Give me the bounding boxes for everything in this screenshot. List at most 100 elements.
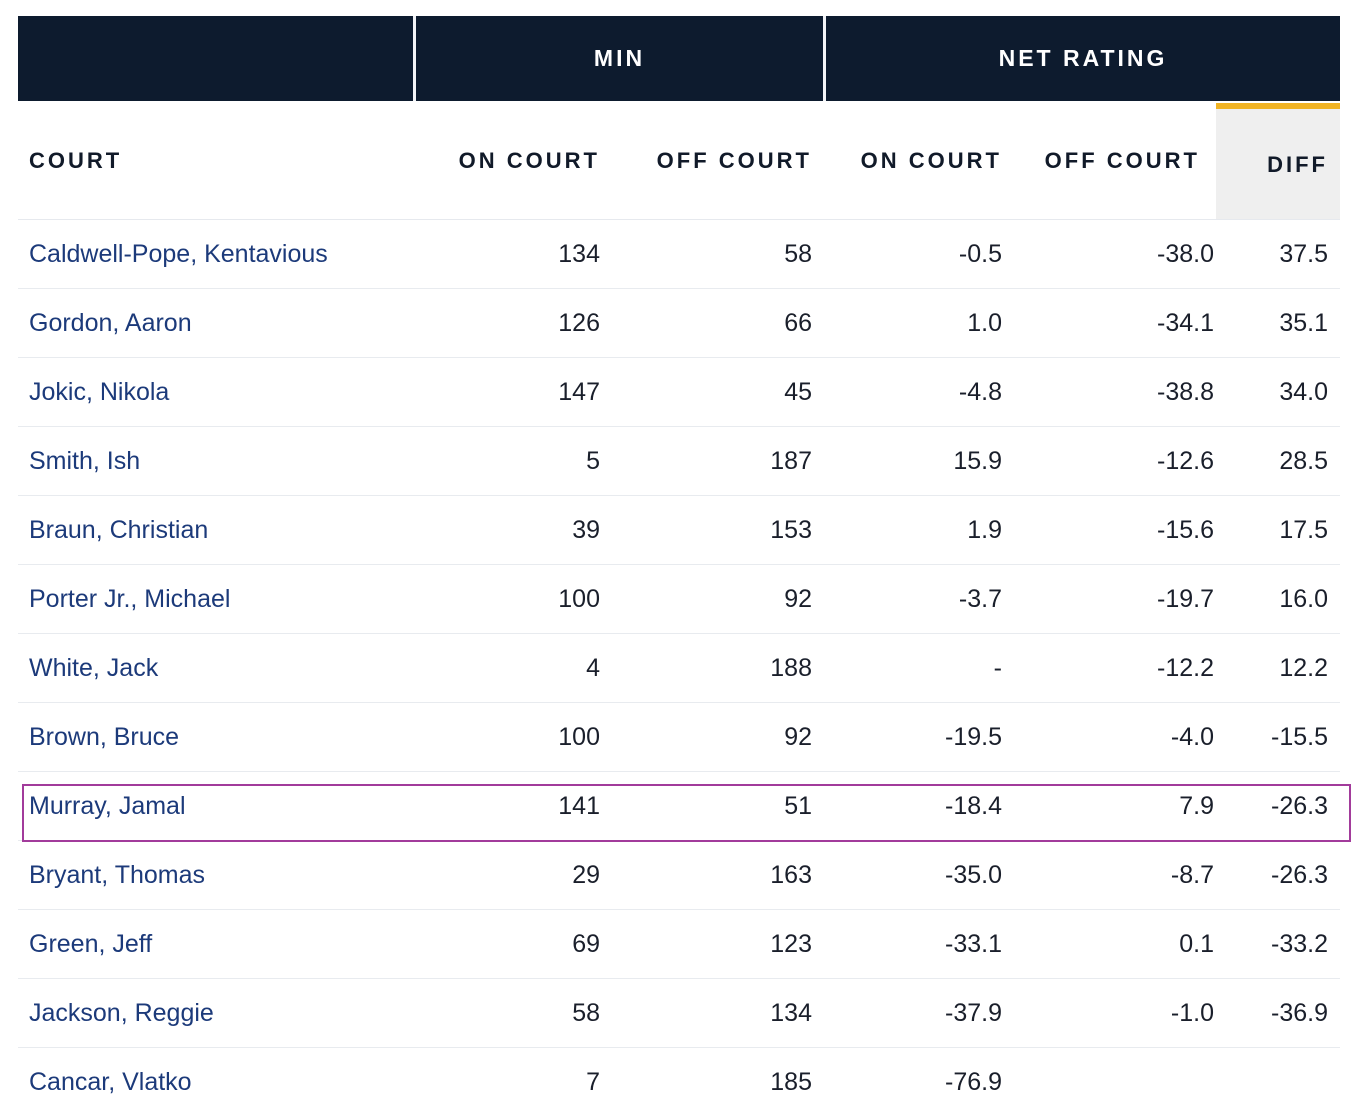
table-row: Smith, Ish 5 187 15.9 -12.6 28.5 [18,427,1340,496]
off-court-net-cell: -1.0 [1170,998,1214,1027]
table-row-highlighted: Murray, Jamal 141 51 -18.4 7.9 -26.3 [18,772,1351,842]
player-name-link[interactable]: Braun, Christian [29,515,209,544]
diff-value-cell: 12.2 [1279,653,1328,682]
off-court-min-cell: 185 [770,1067,812,1096]
column-header-court[interactable]: COURT [29,148,123,173]
player-name-link[interactable]: Cancar, Vlatko [29,1067,192,1096]
on-court-net-cell: -76.9 [945,1067,1002,1096]
off-court-min-cell: 163 [770,860,812,889]
off-court-net-cell: -8.7 [1170,860,1214,889]
off-court-min-cell: 123 [770,929,812,958]
on-court-min-cell: 100 [558,722,600,751]
group-header-net-rating: NET RATING [998,45,1168,71]
off-court-min-cell: 45 [784,377,812,406]
on-court-net-cell: -0.5 [958,239,1002,268]
on-court-net-cell: 15.9 [953,446,1002,475]
off-court-min-cell: 92 [784,584,812,613]
table-row: Caldwell-Pope, Kentavious 134 58 -0.5 -38.0 3… [18,220,1340,289]
off-court-net-cell: -19.7 [1157,584,1214,613]
player-name-link[interactable]: Smith, Ish [29,446,141,475]
off-court-net-cell: -38.0 [1157,239,1214,268]
diff-value-cell: 16.0 [1279,584,1328,613]
table-body: Caldwell-Pope, Kentavious 134 58 -0.5 -38.0 3… [18,220,1351,1116]
on-court-net-cell: -19.5 [945,722,1002,751]
on-court-min-cell: 141 [558,791,600,820]
player-name-link[interactable]: Caldwell-Pope, Kentavious [29,239,328,268]
player-name-link[interactable]: White, Jack [29,653,159,682]
diff-value-cell: -33.2 [1271,929,1328,958]
on-court-min-cell: 29 [572,860,600,889]
player-name-link[interactable]: Murray, Jamal [29,791,186,820]
table-row: Gordon, Aaron 126 66 1.0 -34.1 35.1 [18,289,1340,358]
on-court-net-cell: -37.9 [945,998,1002,1027]
off-court-min-cell: 58 [784,239,812,268]
on-court-net-cell: -4.8 [958,377,1002,406]
off-court-net-cell: -34.1 [1157,308,1214,337]
on-court-net-cell: - [993,653,1002,682]
table-row: Cancar, Vlatko 7 185 -76.9 [18,1048,1340,1116]
off-court-min-cell: 153 [770,515,812,544]
table-row: Jackson, Reggie 58 134 -37.9 -1.0 -36.9 [18,979,1340,1048]
off-court-net-cell: 7.9 [1179,791,1214,820]
off-court-net-cell: 0.1 [1179,929,1214,958]
table-row: Porter Jr., Michael 100 92 -3.7 -19.7 16.0 [18,565,1340,634]
column-header-diff-sorted[interactable]: DIFF [1216,103,1340,219]
on-court-net-cell: -33.1 [945,929,1002,958]
table-row: White, Jack 4 188 - -12.2 12.2 [18,634,1340,703]
off-court-net-cell: -15.6 [1157,515,1214,544]
on-court-net-cell: -35.0 [945,860,1002,889]
player-name-link[interactable]: Gordon, Aaron [29,308,192,337]
diff-value-cell: -36.9 [1271,998,1328,1027]
table-row: Green, Jeff 69 123 -33.1 0.1 -33.2 [18,910,1340,979]
column-header-off-court-net[interactable]: OFF COURT [1044,148,1200,173]
diff-value-cell: 28.5 [1279,446,1328,475]
table-row: Brown, Bruce 100 92 -19.5 -4.0 -15.5 [18,703,1340,772]
diff-value-cell: 17.5 [1279,515,1328,544]
diff-value-cell: -26.3 [1271,860,1328,889]
group-header-row: MIN NET RATING [18,16,1340,101]
on-court-min-cell: 7 [586,1067,600,1096]
diff-value-cell: -15.5 [1271,722,1328,751]
on-court-min-cell: 4 [586,653,600,682]
on-court-min-cell: 134 [558,239,600,268]
column-header-on-court-min[interactable]: ON COURT [458,148,600,173]
group-header-min: MIN [416,16,826,101]
player-name-link[interactable]: Brown, Bruce [29,722,180,751]
column-header-row: COURT ON COURT OFF COURT ON COURT OFF CO… [18,101,1340,220]
off-court-min-cell: 66 [784,308,812,337]
on-court-min-cell: 100 [558,584,600,613]
on-court-min-cell: 126 [558,308,600,337]
on-court-net-cell: 1.0 [967,308,1002,337]
diff-value-cell: 37.5 [1279,239,1328,268]
on-court-min-cell: 5 [586,446,600,475]
player-name-link[interactable]: Jackson, Reggie [29,998,214,1027]
off-court-min-cell: 187 [770,446,812,475]
off-court-min-cell: 188 [770,653,812,682]
off-court-net-cell: -38.8 [1157,377,1214,406]
off-court-min-cell: 92 [784,722,812,751]
diff-value-cell: -26.3 [1271,791,1328,820]
on-court-net-cell: 1.9 [967,515,1002,544]
net-rating-table: MIN NET RATING COURT ON COURT OFF COURT … [18,16,1351,1116]
column-header-off-court-min[interactable]: OFF COURT [656,148,812,173]
player-name-link[interactable]: Green, Jeff [29,929,153,958]
column-header-on-court-net[interactable]: ON COURT [860,148,1002,173]
diff-value-cell: 35.1 [1279,308,1328,337]
table-row: Bryant, Thomas 29 163 -35.0 -8.7 -26.3 [18,841,1340,910]
player-name-link[interactable]: Jokic, Nikola [29,377,170,406]
table-row: Jokic, Nikola 147 45 -4.8 -38.8 34.0 [18,358,1340,427]
table-row: Braun, Christian 39 153 1.9 -15.6 17.5 [18,496,1340,565]
on-court-net-cell: -3.7 [958,584,1002,613]
off-court-min-cell: 51 [784,791,812,820]
diff-value-cell: 34.0 [1279,377,1328,406]
on-court-min-cell: 39 [572,515,600,544]
off-court-min-cell: 134 [770,998,812,1027]
on-court-min-cell: 69 [572,929,600,958]
off-court-net-cell: -12.6 [1157,446,1214,475]
on-court-net-cell: -18.4 [945,791,1002,820]
player-name-link[interactable]: Bryant, Thomas [29,860,206,889]
on-court-min-cell: 147 [558,377,600,406]
group-header-blank [18,16,416,101]
player-name-link[interactable]: Porter Jr., Michael [29,584,231,613]
on-court-min-cell: 58 [572,998,600,1027]
